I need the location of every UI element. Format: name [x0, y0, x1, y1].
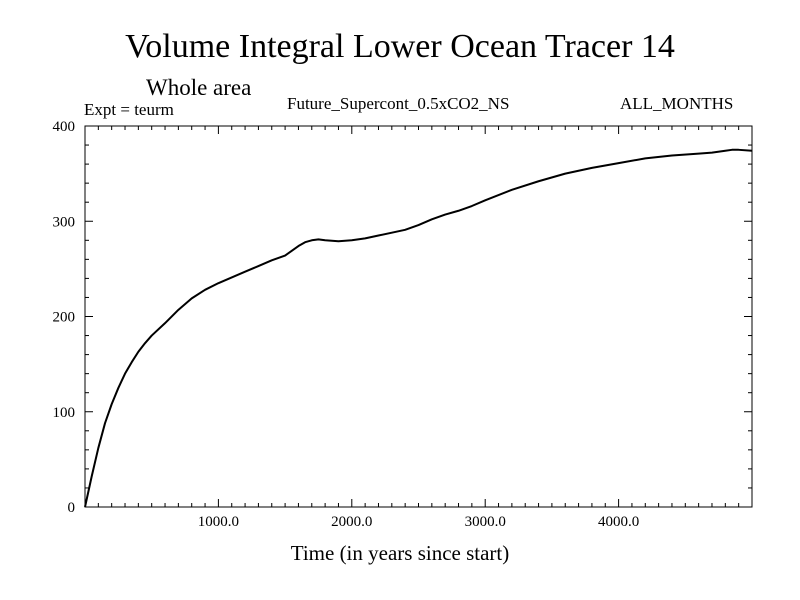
x-axis-label: Time (in years since start): [290, 541, 510, 565]
x-tick-label: 1000.0: [198, 514, 239, 530]
y-tick-label: 400: [53, 119, 76, 135]
experiment-label: Expt = teurm: [84, 100, 174, 119]
y-tick-label: 0: [68, 500, 76, 516]
chart-title: Volume Integral Lower Ocean Tracer 14: [125, 28, 675, 65]
y-tick-label: 200: [53, 310, 76, 326]
plot-frame: [84, 125, 753, 508]
x-tick-label: 2000.0: [331, 514, 372, 530]
axis-tick-labels: 1000.0 2000.0 3000.0 4000.0 0 100 200 300 400: [53, 119, 640, 530]
x-tick-label: 4000.0: [598, 514, 639, 530]
y-tick-label: 100: [53, 405, 76, 421]
chart-subtitle: Whole area: [146, 75, 252, 100]
y-tick-label: 300: [53, 214, 76, 230]
series-line: [84, 148, 753, 508]
run-label: Future_Supercont_0.5xCO2_NS: [287, 94, 510, 113]
axis-ticks: [85, 126, 752, 507]
x-tick-label: 3000.0: [465, 514, 506, 530]
months-label: ALL_MONTHS: [620, 94, 734, 113]
